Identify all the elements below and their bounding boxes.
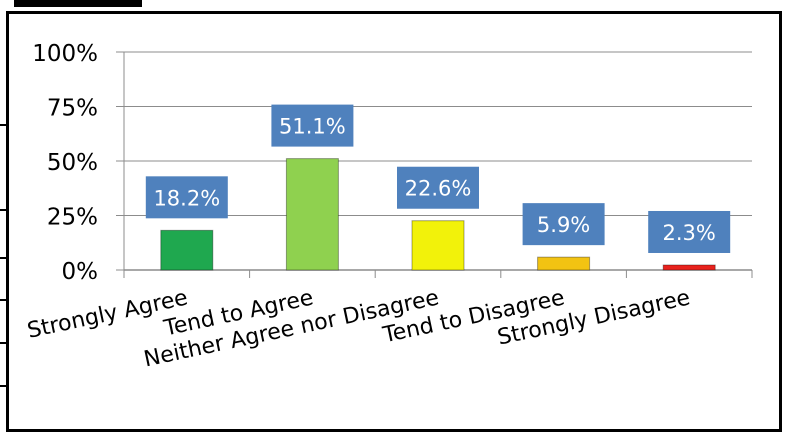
data-label-box xyxy=(271,104,354,147)
data-labels: 18.2% 51.1% 22.6% 5.9% 2.3% xyxy=(145,104,731,253)
y-tick-label: 25% xyxy=(47,205,98,231)
y-tick-label: 75% xyxy=(47,96,98,122)
data-label-box xyxy=(397,166,479,209)
left-edge-ticks xyxy=(0,124,8,387)
bar xyxy=(411,220,465,271)
data-label-box xyxy=(522,203,605,246)
y-tick-label: 50% xyxy=(47,150,98,176)
y-tick-label: 0% xyxy=(62,259,99,285)
cropped-title-fragment xyxy=(14,0,142,7)
data-label-box xyxy=(145,176,228,219)
bar xyxy=(160,229,214,271)
data-label: 22.6% xyxy=(405,177,472,201)
y-axis: 0% 25% 50% 75% 100% xyxy=(32,41,125,285)
gridlines xyxy=(124,51,752,216)
bar xyxy=(285,158,339,271)
bars xyxy=(160,158,716,271)
data-label-box xyxy=(648,210,731,253)
y-tick-label: 100% xyxy=(32,41,98,67)
data-label: 5.9% xyxy=(537,213,590,237)
data-label: 18.2% xyxy=(153,186,220,210)
bar xyxy=(662,264,716,271)
data-label: 2.3% xyxy=(663,221,716,245)
bar xyxy=(537,256,591,271)
data-label: 51.1% xyxy=(279,115,346,139)
